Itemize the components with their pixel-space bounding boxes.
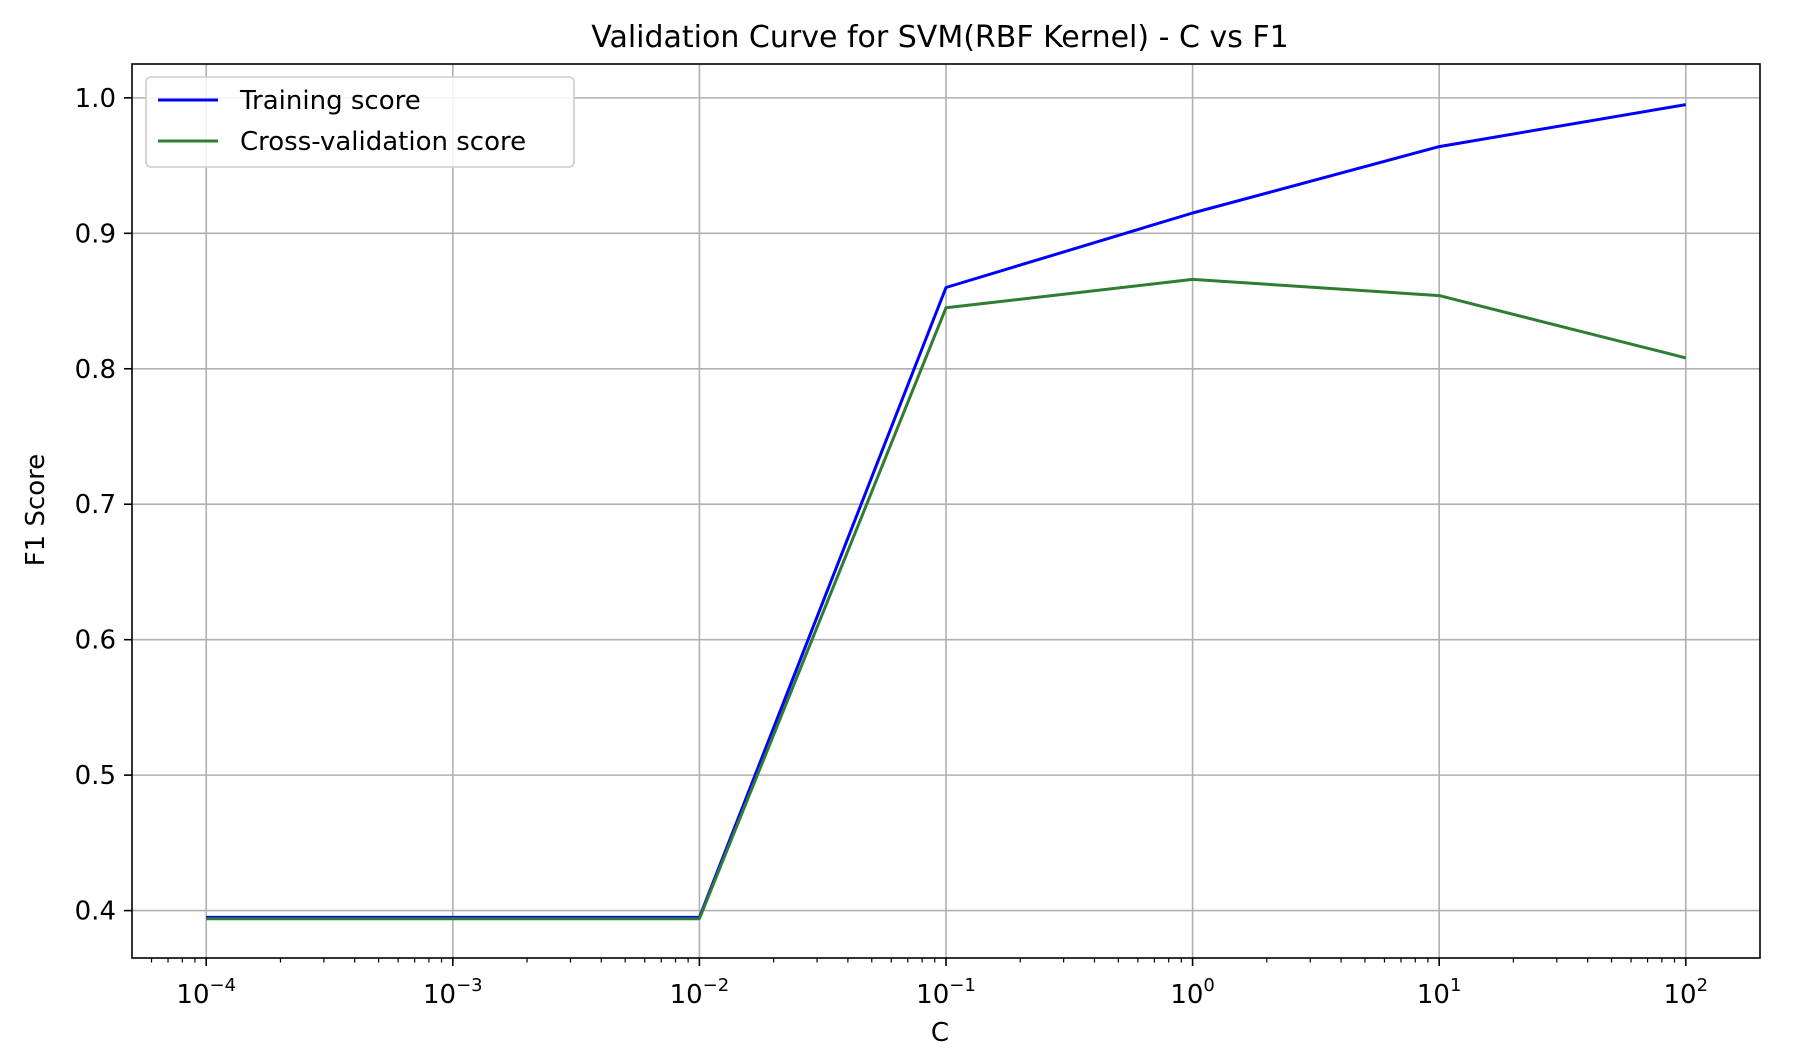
plot-frame [131,63,1761,959]
axis-ticks: 10−4 10−3 10−2 10−1 100 101 102 0.4 0.5 0.6 0.7 0.8… [75,84,1708,1010]
y-axis-label: F1 Score [21,454,51,567]
series-line-cross-validation [206,277,1687,921]
x-tick-label: 10−4 [176,975,236,1010]
legend: Training score Cross-validation score [145,76,575,168]
legend-label: Cross-validation score [240,127,526,157]
y-tick-label: 1.0 [75,84,116,114]
x-tick-label: 101 [1417,975,1462,1010]
y-tick-label: 0.9 [75,219,116,249]
y-tick-label: 0.7 [75,490,116,520]
series-lines [206,103,1687,921]
y-tick-label: 0.4 [75,897,116,927]
legend-label: Training score [239,86,421,116]
legend-box [145,76,575,168]
x-tick-label: 10−1 [916,975,976,1010]
x-axis-label: C [931,1018,949,1048]
y-tick-label: 0.6 [75,626,116,656]
x-tick-label: 102 [1663,975,1708,1010]
y-tick-label: 0.8 [75,355,116,385]
chart-title: Validation Curve for SVM(RBF Kernel) - C… [591,20,1288,55]
x-tick-label: 10−2 [670,975,730,1010]
grid [132,64,1760,958]
y-tick-label: 0.5 [75,761,116,791]
x-tick-label: 100 [1170,975,1215,1010]
x-tick-label: 10−3 [423,975,483,1010]
